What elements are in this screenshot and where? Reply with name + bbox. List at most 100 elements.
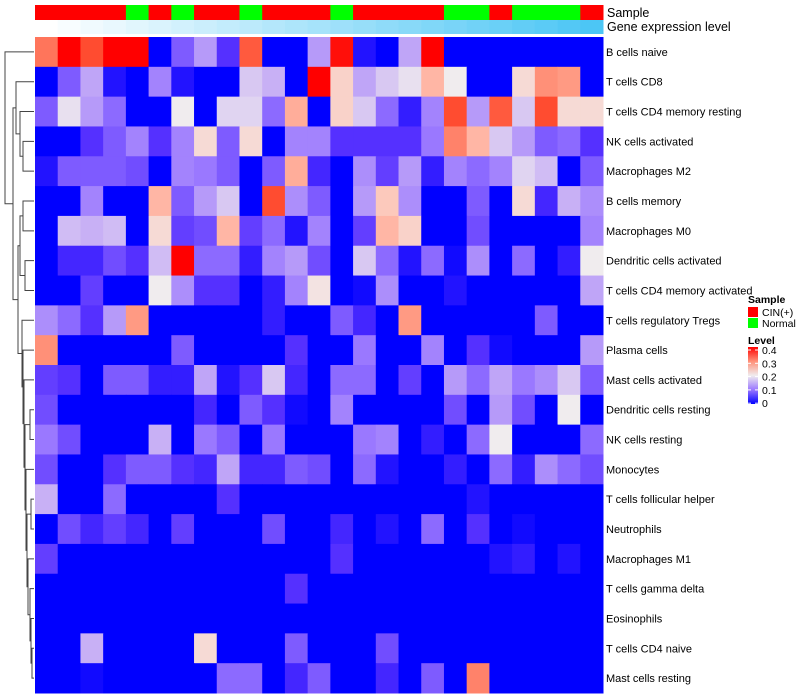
heatmap-cell (239, 245, 263, 277)
heatmap-cell (489, 96, 513, 127)
heatmap-cell (171, 365, 195, 396)
heatmap-cell (194, 365, 218, 396)
heatmap-cell (421, 37, 445, 68)
row-label: B cells naive (606, 47, 668, 59)
heatmap-cell (103, 96, 127, 127)
heatmap-cell (125, 394, 150, 426)
sample-annotation-cell (534, 5, 559, 20)
heatmap-cell (398, 305, 422, 336)
heatmap-cell (216, 424, 240, 455)
heatmap-cell (57, 126, 81, 157)
heatmap-cell (421, 543, 445, 575)
heatmap-cell (103, 215, 127, 247)
heatmap-cell (466, 37, 490, 68)
heatmap-cell (239, 305, 263, 336)
gene-expression-annotation-label: Gene expression level (607, 20, 731, 34)
heatmap-cell (148, 514, 172, 545)
gene-expression-annotation-cell (557, 20, 581, 34)
heatmap-cell (148, 305, 172, 336)
heatmap-cell (512, 37, 536, 68)
heatmap-cell (512, 484, 536, 515)
heatmap-cell (466, 156, 490, 187)
heatmap-cell (512, 365, 536, 396)
heatmap-cell (103, 424, 127, 455)
gene-expression-annotation-cell (262, 20, 286, 34)
heatmap-cell (103, 186, 127, 217)
heatmap-cell (171, 633, 195, 664)
heatmap-cell (307, 394, 331, 426)
heatmap-cell (80, 66, 104, 98)
gene-expression-annotation-cell (80, 20, 104, 34)
gene-expression-annotation-cell (171, 20, 195, 34)
heatmap-cell (398, 424, 422, 455)
heatmap-cell (330, 156, 354, 187)
legend-tick-label: 0.4 (762, 345, 777, 357)
dendrogram-branch (30, 498, 34, 530)
heatmap-cell (284, 305, 309, 336)
heatmap-cell (534, 663, 559, 694)
heatmap-cell (330, 126, 354, 157)
heatmap-cell (80, 245, 104, 277)
heatmap-cell (557, 663, 581, 694)
heatmap-cell (353, 66, 377, 98)
heatmap-cell (57, 514, 81, 545)
heatmap-cell (330, 394, 354, 426)
heatmap-cell (443, 633, 468, 664)
heatmap-cell (375, 37, 400, 68)
sample-annotation-cell (216, 5, 240, 20)
heatmap-cell (194, 245, 218, 277)
heatmap-cell (557, 365, 581, 396)
gene-expression-annotation-cell (534, 20, 559, 34)
sample-annotation-cell (557, 5, 581, 20)
heatmap-cell (194, 37, 218, 68)
heatmap-cell (512, 96, 536, 127)
heatmap-cell (171, 245, 195, 277)
heatmap-cell (307, 37, 331, 68)
heatmap-cell (580, 633, 604, 664)
heatmap-cell (125, 245, 150, 277)
heatmap-cell (534, 275, 559, 306)
heatmap-cell (489, 275, 513, 306)
legend-tick-label: 0.3 (762, 358, 777, 370)
heatmap-cell (125, 66, 150, 98)
heatmap-cell (103, 394, 127, 426)
heatmap-cell (489, 245, 513, 277)
heatmap-cell (512, 394, 536, 426)
heatmap-cell (534, 603, 559, 634)
heatmap-cell (353, 543, 377, 575)
heatmap-cell (330, 215, 354, 247)
heatmap-cell (512, 245, 536, 277)
gene-expression-annotation-cell (239, 20, 263, 34)
heatmap-cell (353, 365, 377, 396)
heatmap-cell (534, 335, 559, 366)
heatmap-cell (330, 37, 354, 68)
sample-annotation-cell (194, 5, 218, 20)
heatmap-cell (375, 633, 400, 664)
heatmap-cell (466, 66, 490, 98)
heatmap-cell (398, 633, 422, 664)
gene-expression-annotation-cell (489, 20, 513, 34)
heatmap-cell (35, 365, 59, 396)
heatmap-cell (398, 365, 422, 396)
heatmap-cell (557, 335, 581, 366)
heatmap-cell (284, 365, 309, 396)
heatmap-cell (443, 603, 468, 634)
heatmap-cell (35, 633, 59, 664)
heatmap-cell (125, 573, 150, 605)
heatmap-cell (216, 514, 240, 545)
heatmap-cell (330, 633, 354, 664)
heatmap-cell (512, 633, 536, 664)
heatmap-cell (307, 335, 331, 366)
sample-annotation-cell (307, 5, 331, 20)
heatmap-cell (171, 603, 195, 634)
heatmap-cell (171, 96, 195, 127)
heatmap-cell (307, 215, 331, 247)
heatmap-cell (171, 394, 195, 426)
heatmap-cell (57, 245, 81, 277)
heatmap-cell (125, 424, 150, 455)
heatmap-cell (57, 365, 81, 396)
heatmap-cell (375, 156, 400, 187)
heatmap-cell (466, 275, 490, 306)
heatmap-cell (171, 543, 195, 575)
heatmap-cell (421, 186, 445, 217)
